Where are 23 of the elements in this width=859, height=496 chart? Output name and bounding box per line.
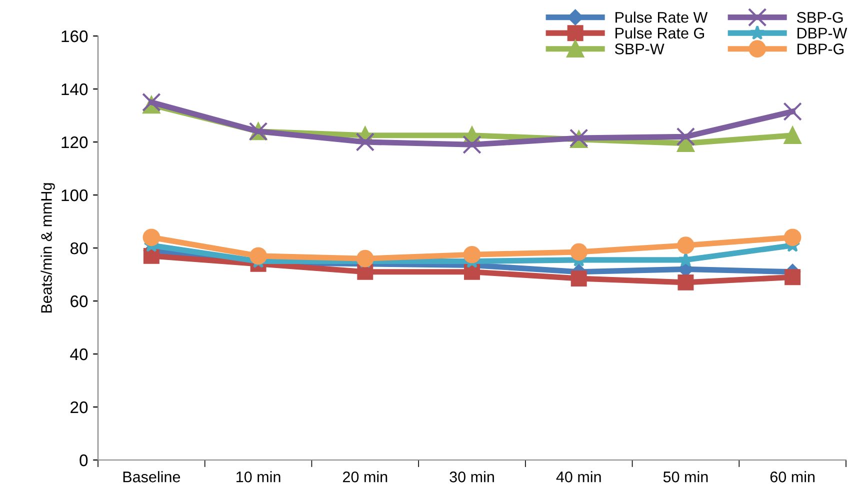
legend-label: DBP-G xyxy=(798,44,844,54)
x-tick-label: 50 min xyxy=(663,471,708,482)
y-tick-label: 60 xyxy=(70,295,88,308)
x-tick-label: 60 min xyxy=(770,471,815,482)
y-tick-label: 0 xyxy=(80,454,88,466)
y-tick-label: 40 xyxy=(70,348,88,360)
y-axis-title: Beats/min & mmHg xyxy=(40,183,55,313)
y-tick-label: 160 xyxy=(62,30,88,42)
legend-label: SBP-W xyxy=(614,44,664,54)
y-tick-label: 20 xyxy=(70,401,88,414)
legend-label: DBP-W xyxy=(798,28,848,38)
y-tick-label: 120 xyxy=(62,136,88,148)
y-tick-label: 80 xyxy=(70,242,88,254)
x-tick-label: Baseline xyxy=(123,471,180,482)
y-tick-label: 140 xyxy=(62,83,88,96)
y-tick-label: 100 xyxy=(62,189,88,202)
x-tick-label: 10 min xyxy=(236,471,280,482)
x-tick-label: 20 min xyxy=(342,471,388,482)
x-tick-label: 30 min xyxy=(450,471,494,482)
legend-label: SBP-G xyxy=(796,12,843,23)
x-tick-label: 40 min xyxy=(556,471,601,482)
legend-label: Pulse Rate G xyxy=(616,27,704,39)
legend-label: Pulse Rate W xyxy=(616,12,708,23)
